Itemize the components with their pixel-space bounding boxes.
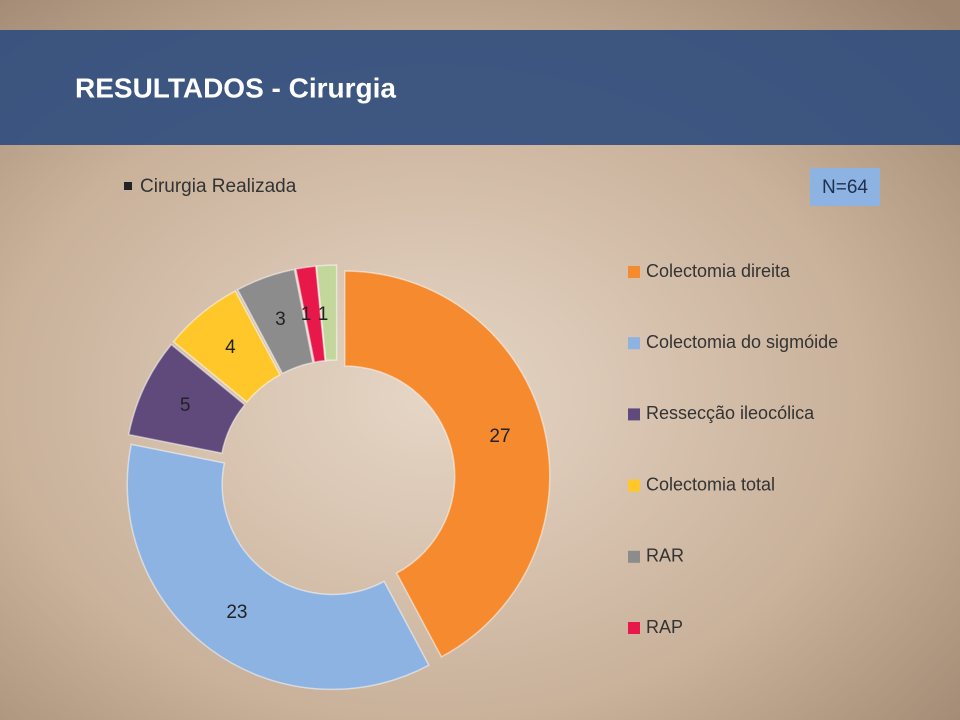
legend-label: RAR [646,546,684,566]
bullet-text: Cirurgia Realizada [140,176,297,197]
legend-swatch [628,337,640,350]
legend-label: RAP [646,617,683,637]
donut-slice [172,290,282,404]
legend-swatch [628,266,640,278]
legend-swatch [628,622,640,634]
donut-slice [315,264,338,362]
legend-swatch [628,550,640,563]
donut-slice [127,343,246,455]
n-badge-box [810,168,880,206]
header-band [0,30,960,145]
bullet-marker [124,182,132,190]
data-label: 3 [275,309,286,330]
slide-title: RESULTADOS - Cirurgia [75,72,396,103]
data-label: 4 [225,337,236,358]
donut-slice [236,268,314,375]
donut-slice [294,265,326,364]
legend-swatch [628,408,640,421]
data-label: 23 [226,602,247,623]
legend-swatch [628,479,640,492]
data-label: 27 [489,426,510,447]
legend-label: Colectomia direita [646,261,791,281]
n-badge: N=64 [822,177,868,198]
legend-label: Colectomia total [646,474,775,494]
donut-slice [126,443,430,691]
legend-label: Ressecção ileocólica [646,403,815,423]
donut-slice [344,270,551,658]
data-label: 1 [301,304,312,325]
data-label: 1 [318,304,329,325]
data-label: 5 [180,395,191,416]
legend-label: Colectomia do sigmóide [646,332,838,352]
